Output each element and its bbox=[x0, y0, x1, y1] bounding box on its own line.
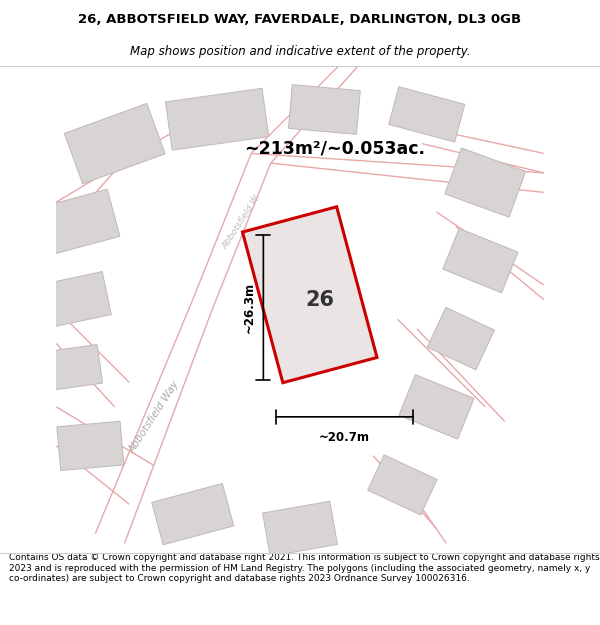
Polygon shape bbox=[41, 189, 120, 254]
Polygon shape bbox=[39, 344, 103, 391]
Polygon shape bbox=[57, 421, 124, 471]
Text: Abbotsfield Way: Abbotsfield Way bbox=[127, 379, 181, 454]
Polygon shape bbox=[389, 87, 465, 142]
Text: ~213m²/~0.053ac.: ~213m²/~0.053ac. bbox=[244, 139, 425, 158]
Polygon shape bbox=[445, 148, 526, 218]
Polygon shape bbox=[263, 501, 337, 556]
Text: ~26.3m: ~26.3m bbox=[243, 282, 256, 333]
Polygon shape bbox=[399, 374, 474, 439]
Text: 26: 26 bbox=[305, 289, 334, 309]
Polygon shape bbox=[152, 484, 234, 545]
Polygon shape bbox=[166, 88, 269, 150]
Text: ~20.7m: ~20.7m bbox=[319, 431, 370, 444]
Polygon shape bbox=[40, 272, 112, 328]
Polygon shape bbox=[64, 103, 165, 184]
Text: Contains OS data © Crown copyright and database right 2021. This information is : Contains OS data © Crown copyright and d… bbox=[9, 553, 599, 583]
Text: Map shows position and indicative extent of the property.: Map shows position and indicative extent… bbox=[130, 45, 470, 58]
Polygon shape bbox=[427, 308, 494, 370]
Polygon shape bbox=[368, 455, 437, 515]
Polygon shape bbox=[242, 207, 377, 382]
Text: 26, ABBOTSFIELD WAY, FAVERDALE, DARLINGTON, DL3 0GB: 26, ABBOTSFIELD WAY, FAVERDALE, DARLINGT… bbox=[79, 13, 521, 26]
Polygon shape bbox=[443, 228, 518, 293]
Text: Abbotsfield W.: Abbotsfield W. bbox=[220, 192, 263, 251]
Polygon shape bbox=[289, 84, 360, 134]
